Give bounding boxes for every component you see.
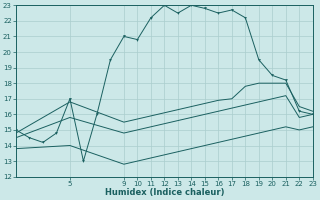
X-axis label: Humidex (Indice chaleur): Humidex (Indice chaleur)	[105, 188, 224, 197]
